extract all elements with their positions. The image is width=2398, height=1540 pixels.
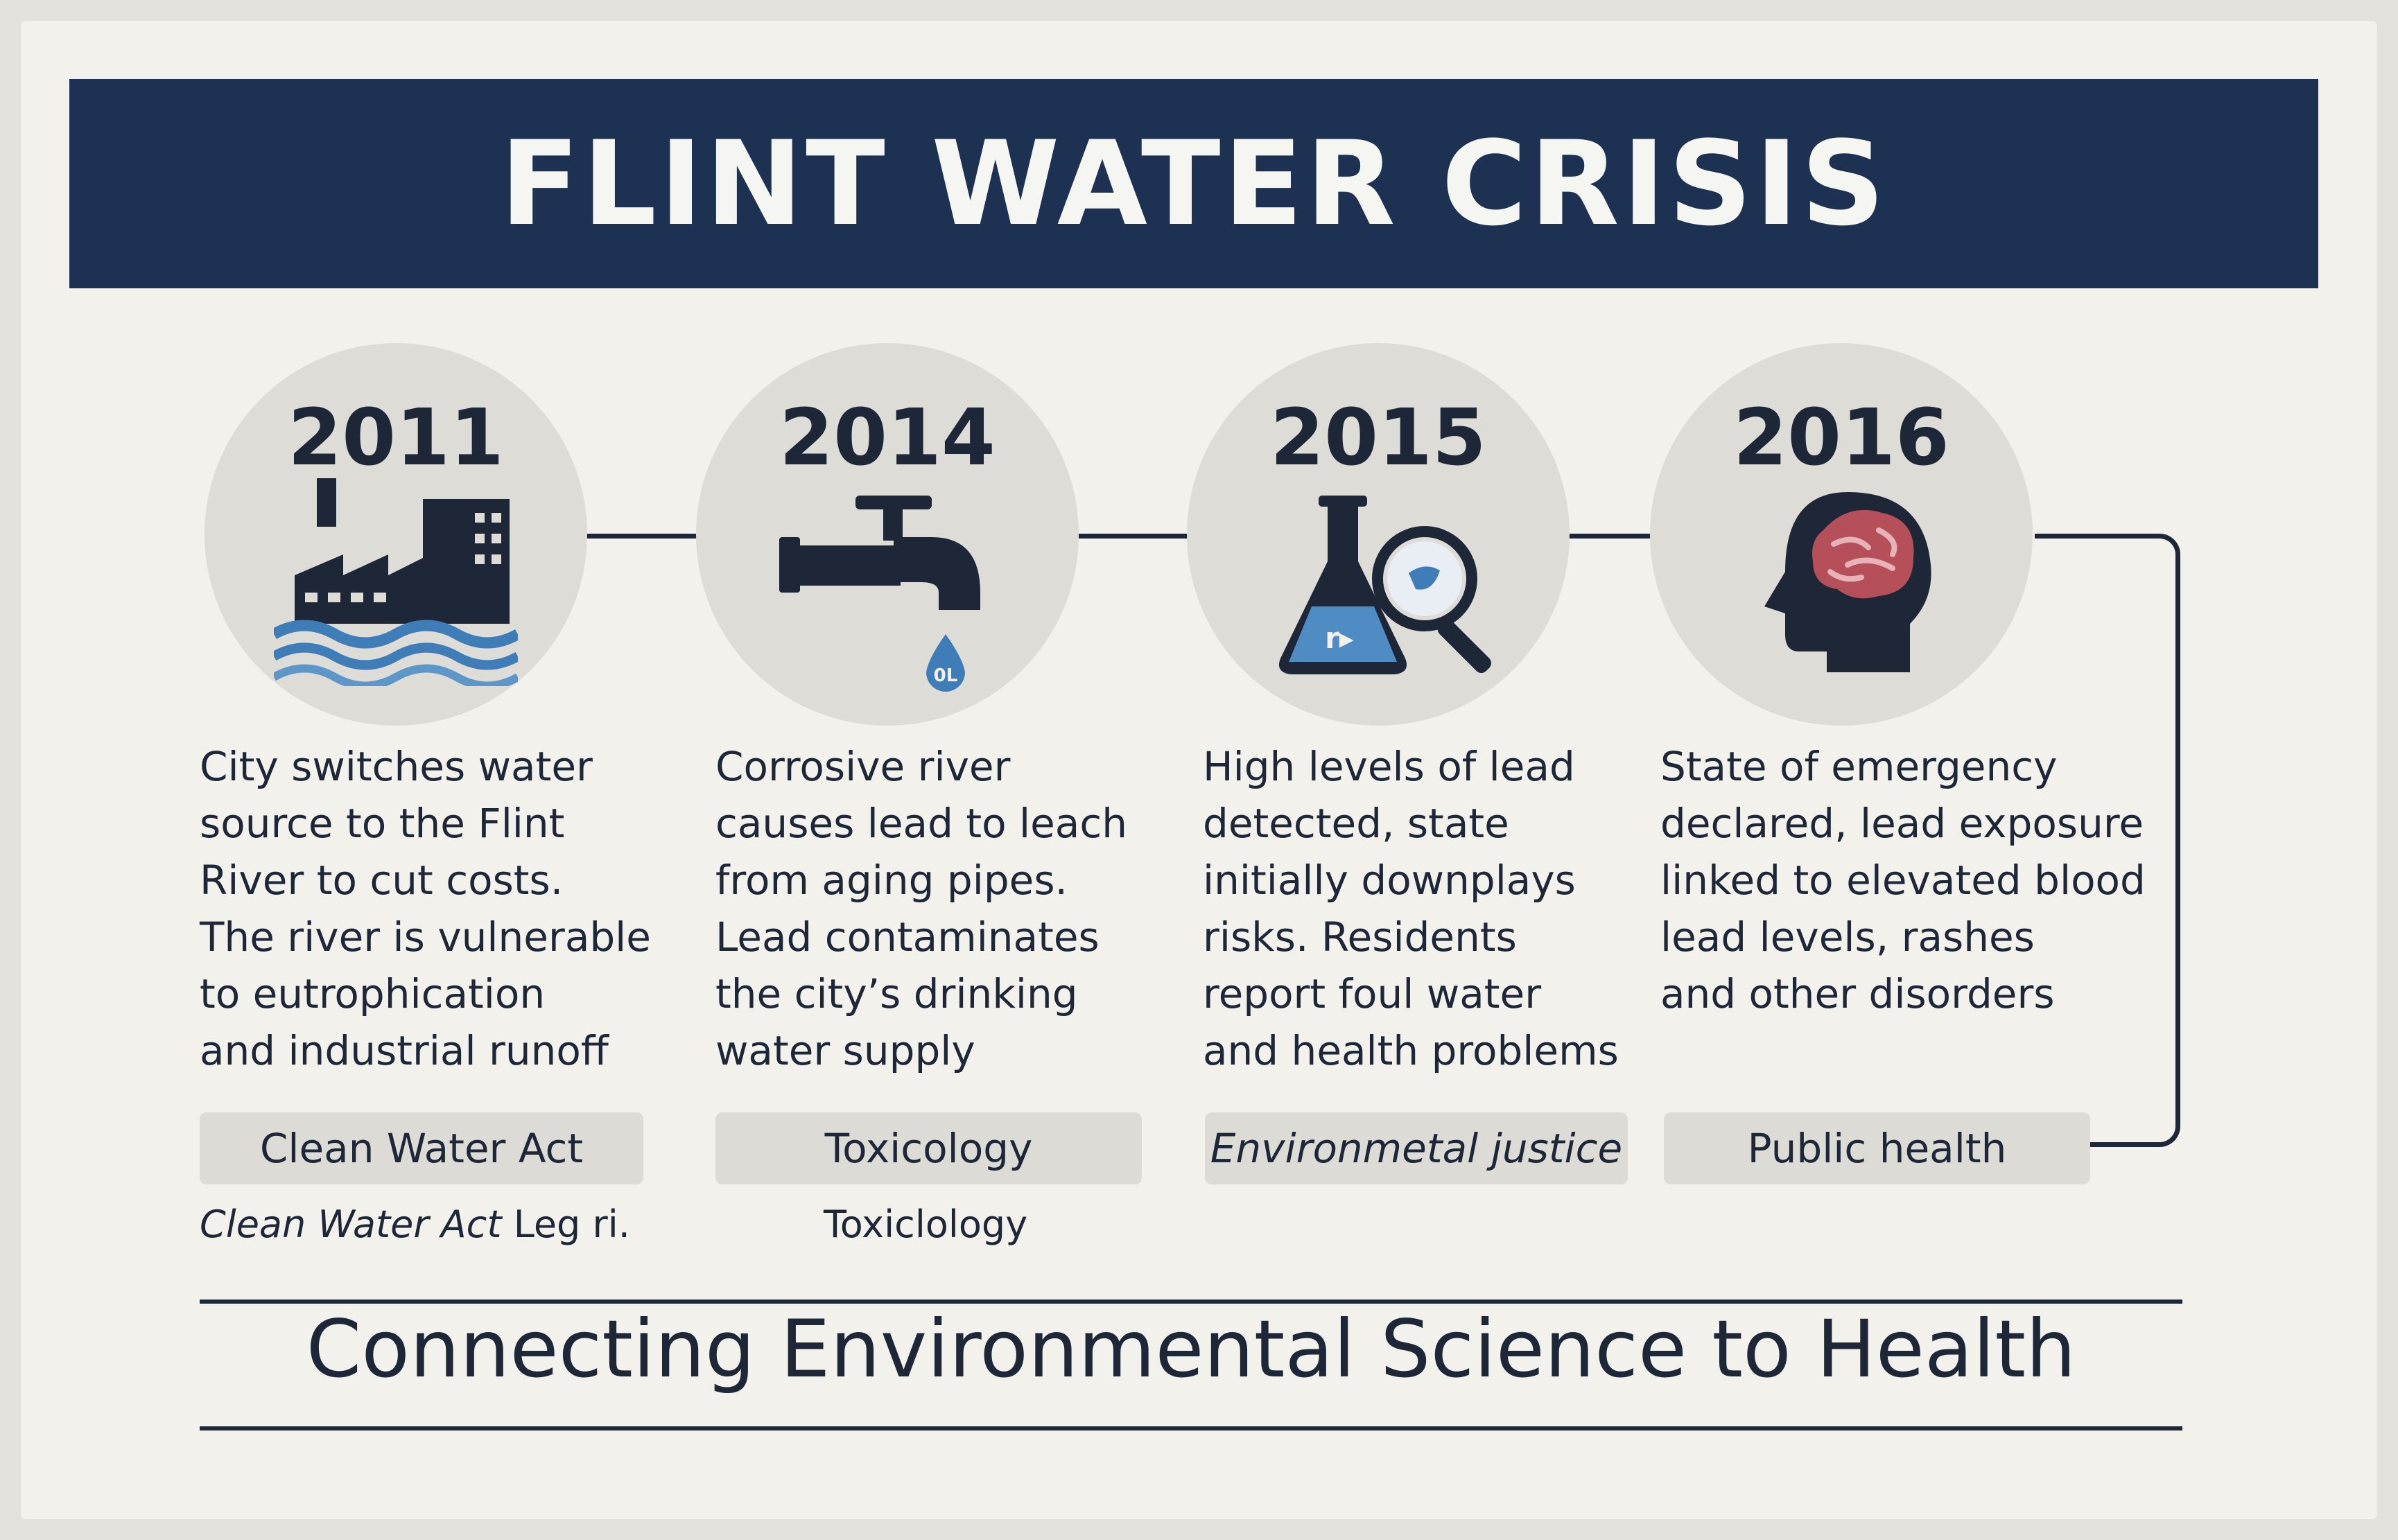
timeline-bracket: [2035, 534, 2180, 1147]
footer-title: Connecting Environmental Science to Heal…: [306, 1303, 2076, 1395]
subnote-2014: Toxiclology: [824, 1202, 1028, 1246]
subnote-rest: Leg ri.: [513, 1202, 630, 1246]
event-description-2011: City switches water source to the Flint …: [200, 743, 651, 1074]
timeline-circle-2011: 2011: [205, 343, 587, 726]
timeline-circle-2015: 2015 r▸: [1187, 343, 1570, 726]
brain-head-icon: [1764, 492, 1931, 672]
event-year: 2015: [1270, 393, 1486, 483]
svg-text:r▸: r▸: [1325, 621, 1354, 655]
timeline-connector: [1568, 534, 1662, 539]
timeline-circle-2014: 2014 0L: [696, 343, 1079, 726]
factory-water-icon: [274, 478, 518, 686]
event-year: 2016: [1733, 393, 1949, 483]
event-year: 2014: [779, 393, 996, 483]
page-title: FLINT WATER CRISIS: [500, 116, 1888, 252]
tag-clean-water-act: Clean Water Act: [200, 1112, 643, 1184]
subnote-italic: Clean Water Act: [200, 1202, 502, 1246]
subnote-2011: Clean Water Act Leg ri.: [200, 1202, 630, 1246]
event-year: 2011: [288, 393, 504, 483]
timeline-circle-2016: 2016: [1650, 343, 2033, 726]
tag-environmental-justice: Environmetal justice: [1205, 1112, 1628, 1184]
event-description-2015: High levels of lead detected, state init…: [1203, 743, 1619, 1074]
timeline-connector: [582, 534, 699, 539]
tag-toxicology: Toxicology: [715, 1112, 1142, 1184]
flask-magnifier-icon: r▸: [1278, 496, 1491, 674]
tag-public-health: Public health: [1664, 1112, 2090, 1184]
droplet-label: 0L: [934, 665, 958, 686]
title-banner: FLINT WATER CRISIS: [69, 79, 2318, 288]
event-description-2014: Corrosive river causes lead to leach fro…: [715, 743, 1127, 1074]
event-description-2016: State of emergency declared, lead exposu…: [1660, 743, 2146, 1017]
footer-bottom-rule: [200, 1426, 2182, 1430]
faucet-icon: 0L: [779, 496, 980, 692]
footer-top-rule: [200, 1300, 2182, 1304]
timeline-connector: [1079, 534, 1198, 539]
